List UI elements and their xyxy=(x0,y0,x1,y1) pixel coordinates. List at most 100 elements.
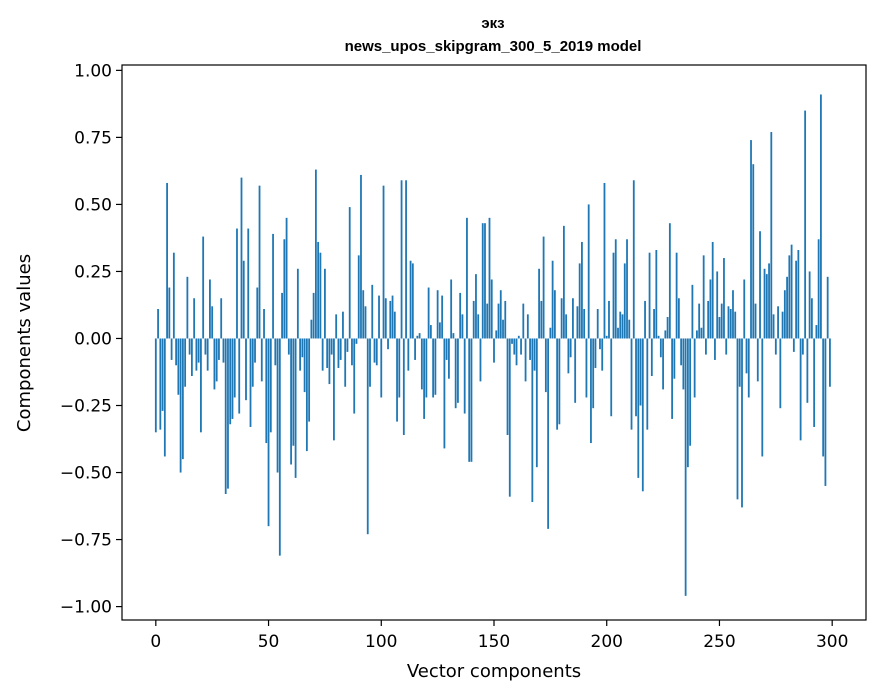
bar xyxy=(556,338,559,430)
bar xyxy=(768,263,770,339)
bar xyxy=(734,311,737,339)
bar xyxy=(689,338,692,446)
bar xyxy=(330,338,333,355)
bar xyxy=(801,338,804,355)
bar xyxy=(738,338,741,387)
bar xyxy=(209,279,211,339)
bar xyxy=(281,292,283,339)
bar xyxy=(168,287,171,339)
bar xyxy=(549,327,552,339)
bar xyxy=(655,250,658,339)
bar xyxy=(662,338,664,390)
bar xyxy=(635,338,637,417)
bar xyxy=(405,180,407,339)
bar xyxy=(190,338,193,377)
bar xyxy=(245,338,247,401)
bar xyxy=(283,239,286,339)
bar xyxy=(224,338,227,494)
bar xyxy=(324,268,326,339)
bar xyxy=(696,330,698,339)
bar xyxy=(788,255,791,339)
bar xyxy=(157,308,159,339)
bar xyxy=(486,303,489,339)
bar xyxy=(333,338,335,441)
bar xyxy=(646,338,649,430)
bar xyxy=(714,338,716,360)
bar xyxy=(650,338,653,377)
bar xyxy=(666,317,669,339)
bar xyxy=(592,338,595,409)
bar xyxy=(236,228,238,339)
bar xyxy=(321,338,324,371)
bar xyxy=(792,338,795,352)
bar xyxy=(247,228,250,339)
bar xyxy=(186,276,189,339)
bar xyxy=(644,300,646,339)
bar xyxy=(745,338,748,374)
bar xyxy=(382,185,385,339)
bar xyxy=(384,298,387,339)
bar xyxy=(362,290,365,339)
bar xyxy=(396,338,398,422)
bar xyxy=(569,338,572,358)
bar xyxy=(373,338,376,363)
bar xyxy=(639,338,642,406)
bar xyxy=(463,338,466,414)
y-axis-ticks: 1.00 0.75 0.50 0.25 0.00 −0.25 −0.50 −0.75 −1.00 xyxy=(60,61,122,618)
bar xyxy=(677,298,680,339)
bar xyxy=(729,308,732,339)
y-tick-label: −0.25 xyxy=(60,397,112,417)
bar xyxy=(808,271,811,339)
bar xyxy=(170,338,173,360)
bar xyxy=(429,325,432,339)
bar xyxy=(211,306,214,339)
bar xyxy=(684,338,687,596)
x-tick-label: 300 xyxy=(816,632,848,652)
bar xyxy=(296,268,299,339)
bar xyxy=(822,338,825,457)
y-tick-label: 0.00 xyxy=(74,329,112,349)
y-tick-label: −0.50 xyxy=(60,464,112,484)
bar xyxy=(459,292,462,339)
bar xyxy=(495,330,498,339)
bar xyxy=(813,338,816,427)
plot-frame xyxy=(121,64,867,621)
bar xyxy=(400,180,403,339)
bar xyxy=(578,263,581,339)
bar xyxy=(166,182,168,339)
bar xyxy=(531,338,534,503)
bar xyxy=(175,338,178,366)
bar xyxy=(488,217,491,339)
bar xyxy=(752,164,755,339)
bar xyxy=(423,338,426,419)
bar xyxy=(499,290,502,339)
bar xyxy=(418,333,421,339)
bar xyxy=(398,338,401,398)
bar xyxy=(416,335,419,339)
bar xyxy=(754,303,757,339)
bar xyxy=(427,287,430,339)
bar xyxy=(671,338,674,419)
bar xyxy=(188,338,191,355)
bar xyxy=(256,287,259,339)
bar xyxy=(371,284,374,339)
bar xyxy=(337,338,340,368)
bar xyxy=(477,314,480,339)
bar xyxy=(693,338,696,398)
bar xyxy=(777,306,779,339)
bar xyxy=(673,338,676,379)
bar xyxy=(637,338,640,478)
bar xyxy=(799,338,802,441)
bar xyxy=(675,252,678,339)
bar xyxy=(515,338,518,366)
y-axis-label: Components values xyxy=(14,254,35,432)
bar xyxy=(240,177,243,339)
bar xyxy=(154,338,157,433)
bar xyxy=(389,300,392,339)
bar xyxy=(542,236,545,339)
bar xyxy=(287,338,290,355)
bar xyxy=(409,260,412,339)
bar xyxy=(657,335,660,339)
bar xyxy=(222,338,225,363)
